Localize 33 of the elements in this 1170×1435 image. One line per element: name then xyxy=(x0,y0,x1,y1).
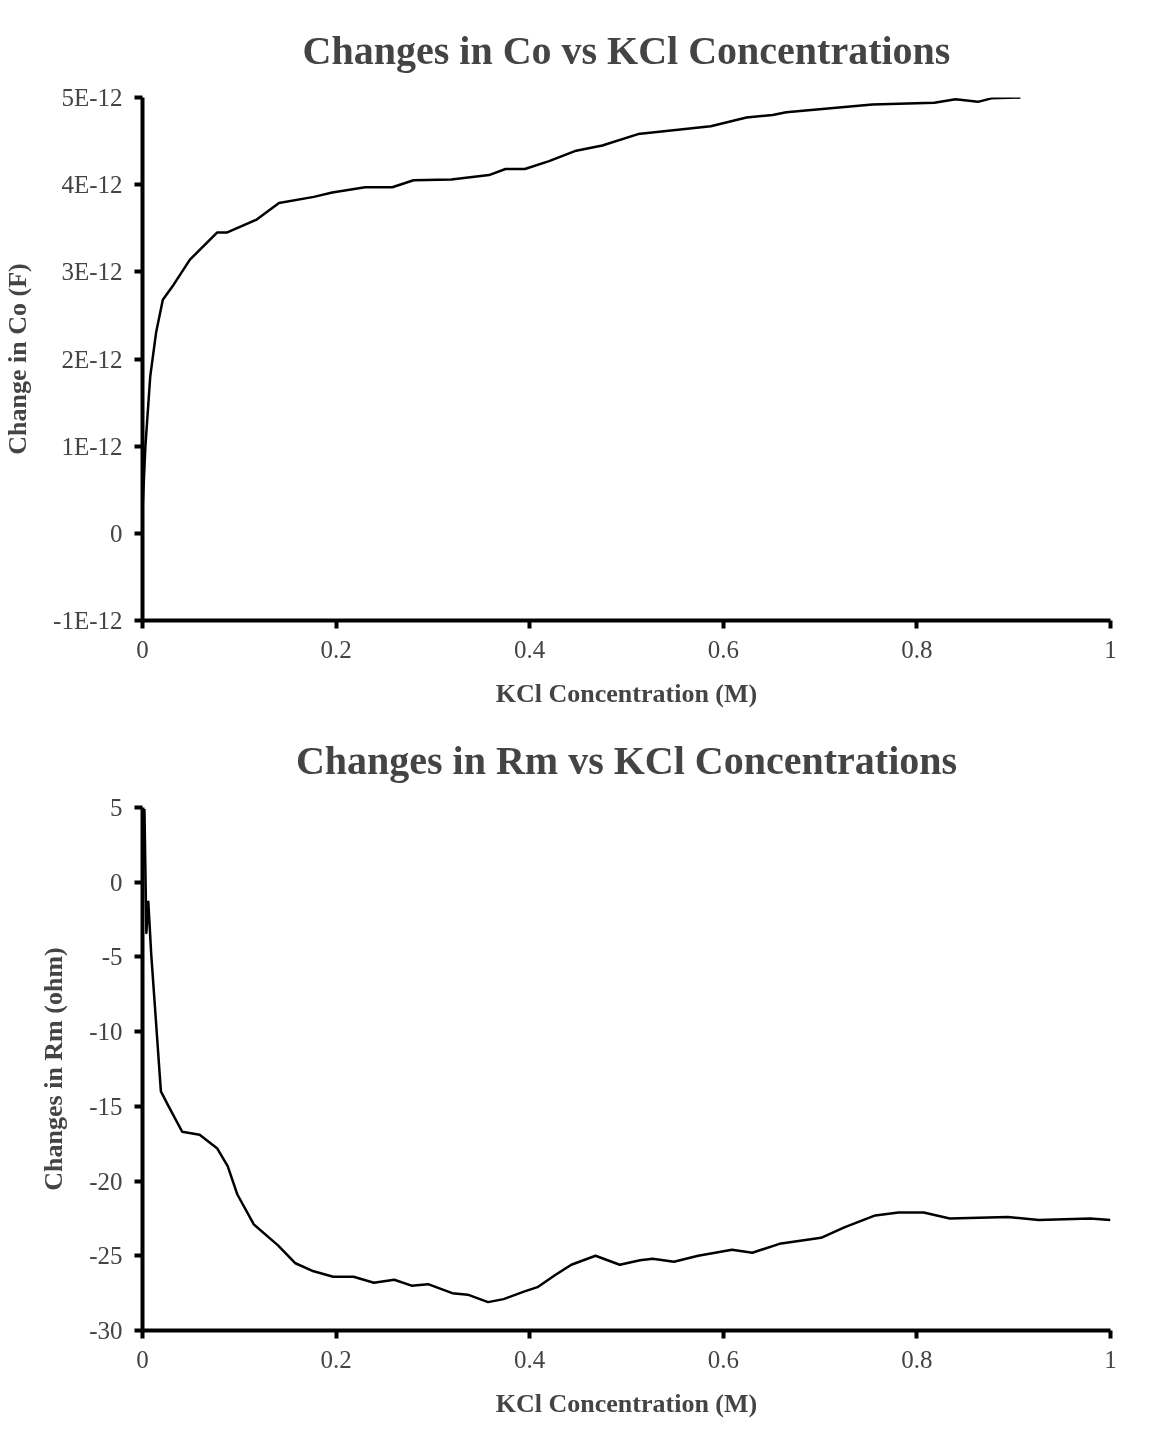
y-tick-label: -25 xyxy=(89,1242,123,1270)
x-tick-label: 0 xyxy=(136,635,149,663)
y-tick-label: -5 xyxy=(101,943,123,971)
y-tick-label: -30 xyxy=(89,1317,123,1344)
y-tick-label: 1E-12 xyxy=(61,432,123,460)
y-tick-label: -10 xyxy=(89,1018,123,1046)
y-tick-label: 3E-12 xyxy=(61,258,123,286)
y-axis-title: Changes in Rm (ohm) xyxy=(39,947,69,1191)
y-tick-label: 5 xyxy=(110,794,123,821)
y-tick-label: -20 xyxy=(89,1167,123,1195)
x-tick-label: 1 xyxy=(1104,1345,1117,1373)
chart-title: Changes in Co vs KCl Concentrations xyxy=(302,27,951,73)
x-tick-label: 0 xyxy=(136,1345,149,1373)
x-tick-label: 0.4 xyxy=(514,635,546,663)
x-tick-label: 0.8 xyxy=(901,635,933,663)
x-tick-label: 0.6 xyxy=(707,635,739,663)
y-tick-label: 5E-12 xyxy=(61,84,123,111)
x-tick-label: 0.8 xyxy=(901,1345,933,1373)
y-tick-label: -15 xyxy=(89,1092,123,1120)
x-axis-title: KCl Concentration (M) xyxy=(495,678,758,708)
x-tick-label: 1 xyxy=(1104,635,1117,663)
x-tick-label: 0.4 xyxy=(514,1345,546,1373)
y-tick-label: 0 xyxy=(110,519,123,547)
x-axis-title: KCl Concentration (M) xyxy=(495,1388,758,1418)
x-tick-label: 0.2 xyxy=(320,635,352,663)
x-tick-label: 0.2 xyxy=(320,1345,352,1373)
y-tick-label: 0 xyxy=(110,868,123,896)
y-axis-title: Change in Co (F) xyxy=(3,263,33,455)
y-tick-label: -1E-12 xyxy=(53,607,123,634)
chart-title: Changes in Rm vs KCl Concentrations xyxy=(295,737,958,783)
y-tick-label: 2E-12 xyxy=(61,345,123,373)
x-tick-label: 0.6 xyxy=(707,1345,739,1373)
y-tick-label: 4E-12 xyxy=(61,171,123,199)
